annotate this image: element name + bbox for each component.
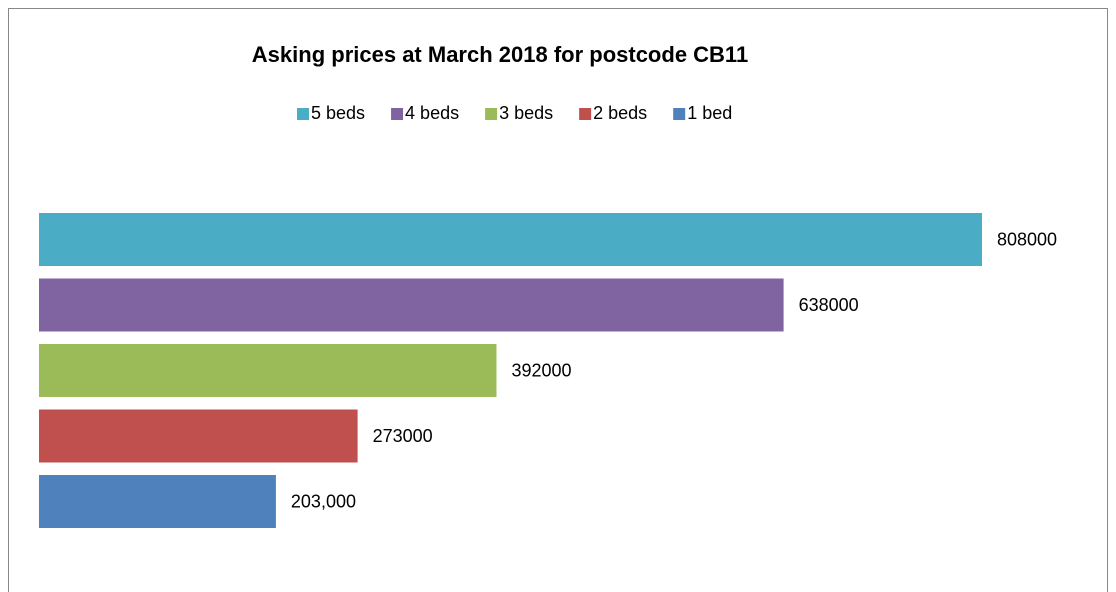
data-label: 638000 (799, 295, 859, 315)
legend-swatch (391, 108, 404, 120)
chart-title: Asking prices at March 2018 for postcode… (252, 42, 748, 67)
bar (39, 409, 358, 463)
bar (39, 344, 497, 397)
legend-label: 5 beds (311, 103, 365, 123)
data-label: 808000 (997, 229, 1057, 249)
legend-swatch (485, 108, 498, 120)
data-label: 392000 (511, 360, 571, 380)
legend-label: 1 bed (687, 103, 732, 123)
data-label: 273000 (373, 426, 433, 446)
legend-label: 4 beds (405, 103, 459, 123)
data-label: 203,000 (291, 491, 356, 511)
legend-swatch (673, 108, 686, 120)
legend-label: 3 beds (499, 103, 553, 123)
legend: 5 beds 4 beds 3 beds 2 beds 1 bed (297, 103, 732, 123)
legend-swatch (297, 108, 309, 120)
bar (39, 475, 276, 528)
legend-swatch (579, 108, 592, 120)
bar (39, 278, 784, 332)
legend-label: 2 beds (593, 103, 647, 123)
bar (39, 213, 982, 266)
